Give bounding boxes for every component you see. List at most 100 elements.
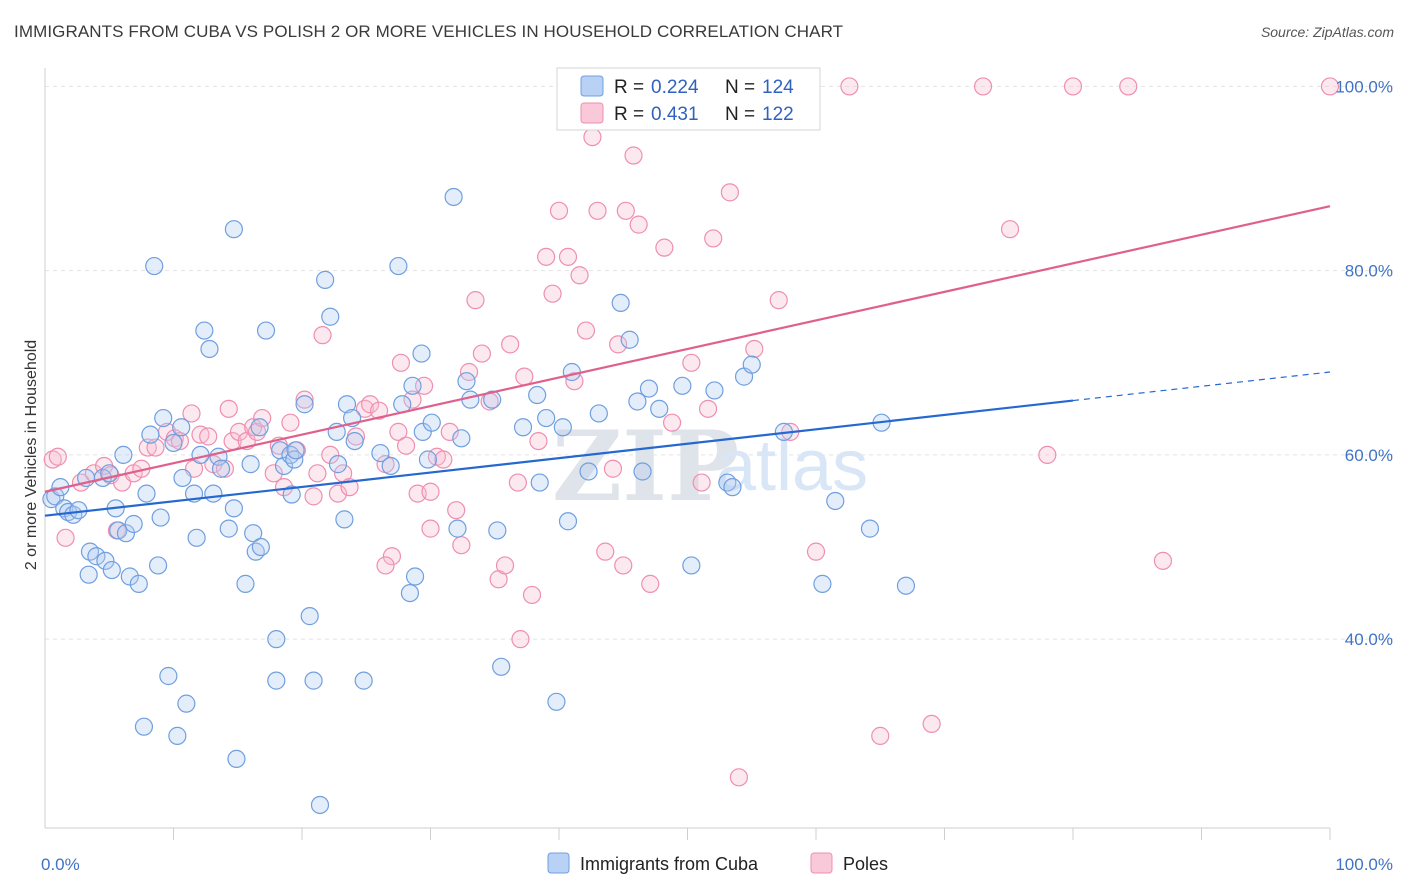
cuba-point-93 [492, 657, 511, 676]
cuba-point-101 [562, 362, 581, 382]
cuba-point-99 [553, 418, 572, 437]
cuba-point-97 [537, 408, 556, 428]
poles-point-94 [720, 183, 740, 202]
cuba-point-92 [488, 521, 507, 540]
poles-point-91 [692, 473, 711, 492]
watermark-zip: ZIP [552, 410, 739, 523]
poles-point-1 [48, 447, 67, 466]
poles-point-92 [698, 399, 718, 418]
cuba-point-63 [300, 607, 319, 626]
poles-point-102 [973, 77, 993, 96]
cuba-point-45 [224, 499, 243, 518]
poles-point-81 [603, 459, 623, 478]
cuba-point-120 [860, 519, 880, 538]
cuba-point-96 [530, 473, 549, 492]
poles-point-95 [745, 339, 764, 359]
cuba-point-17 [114, 445, 133, 465]
legend-n-value-poles: 122 [762, 104, 794, 125]
poles-point-96 [769, 291, 788, 310]
poles-point-79 [588, 201, 607, 220]
poles-point-108 [1320, 77, 1340, 96]
poles-point-111 [729, 768, 749, 787]
cuba-point-59 [282, 485, 301, 504]
cuba-point-54 [267, 671, 286, 690]
cuba-point-84 [418, 450, 438, 469]
legend-r-value-poles: 0.431 [651, 104, 699, 125]
poles-point-57 [440, 422, 459, 441]
poles-point-59 [452, 536, 471, 555]
cuba-point-118 [813, 574, 832, 593]
poles-point-39 [328, 484, 348, 503]
y-axis-label: 2 or more Vehicles in Household [23, 340, 40, 570]
poles-point-74 [558, 247, 578, 266]
poles-point-51 [403, 390, 422, 409]
poles-point-44 [361, 395, 380, 414]
cuba-point-73 [345, 431, 364, 451]
watermark-atlas: atlas [716, 426, 868, 506]
cuba-point-60 [285, 450, 304, 469]
poles-point-98 [806, 542, 826, 561]
series-poles-points [43, 77, 1340, 787]
poles-point-76 [570, 266, 589, 285]
poles-point-69 [522, 585, 542, 605]
legend-swatch-cuba [580, 75, 604, 97]
poles-point-110 [511, 630, 530, 649]
legend-r-value-cuba: 0.224 [651, 77, 699, 98]
poles-point-66 [501, 335, 520, 354]
legend-r-label-poles: R = [614, 104, 644, 125]
poles-point-103 [1000, 220, 1020, 239]
cuba-point-98 [547, 692, 566, 711]
poles-point-36 [308, 464, 327, 483]
correlation-legend: R = 0.224 N = 124 R = 0.431 N = 122 [556, 67, 821, 131]
cuba-point-48 [241, 455, 260, 474]
poles-point-99 [840, 77, 859, 96]
poles-point-2 [56, 528, 75, 547]
poles-point-88 [662, 413, 682, 432]
cuba-point-95 [528, 385, 547, 405]
poles-point-61 [466, 291, 485, 310]
cuba-point-100 [558, 512, 578, 531]
poles-point-49 [391, 353, 411, 372]
poles-point-80 [596, 542, 615, 561]
cuba-point-91 [483, 390, 502, 409]
cuba-point-29 [159, 666, 178, 686]
cuba-point-122 [896, 576, 916, 595]
cuba-point-38 [195, 321, 214, 340]
cuba-point-76 [381, 456, 400, 476]
cuba-point-119 [826, 491, 845, 511]
bottom-legend-label-poles: Poles [843, 854, 888, 874]
source-label: Source: ZipAtlas.com [1260, 24, 1394, 40]
legend-n-label-cuba: N = [725, 77, 755, 98]
x-tick-label-0: 0.0% [41, 855, 80, 874]
cuba-point-82 [412, 344, 431, 363]
cuba-point-70 [335, 510, 354, 529]
poles-point-107 [1153, 551, 1173, 570]
cuba-point-80 [403, 376, 422, 395]
poles-point-62 [472, 344, 491, 363]
poles-point-47 [382, 547, 402, 566]
poles-point-15 [170, 431, 190, 451]
poles-point-16 [182, 404, 201, 423]
poles-point-35 [304, 487, 323, 506]
cuba-point-85 [422, 413, 441, 432]
y-tick-label-0: 40.0% [1345, 630, 1393, 649]
cuba-point-89 [457, 372, 476, 391]
cuba-point-94 [513, 418, 533, 437]
cuba-point-40 [204, 484, 223, 503]
cuba-point-87 [448, 519, 467, 538]
cuba-point-51 [250, 418, 269, 437]
cuba-point-75 [371, 443, 390, 463]
bottom-legend-swatch-cuba [547, 852, 570, 874]
cuba-point-6 [69, 501, 88, 520]
cuba-point-27 [151, 508, 170, 527]
cuba-point-104 [611, 293, 630, 313]
poles-point-24 [229, 422, 249, 441]
chart-title: IMMIGRANTS FROM CUBA VS POLISH 2 OR MORE… [14, 22, 844, 41]
cuba-point-36 [187, 528, 206, 547]
poles-point-83 [616, 201, 635, 220]
trend-lines [44, 205, 1331, 517]
cuba-point-30 [164, 433, 183, 453]
poles-point-112 [614, 556, 633, 575]
cuba-point-71 [337, 395, 357, 414]
